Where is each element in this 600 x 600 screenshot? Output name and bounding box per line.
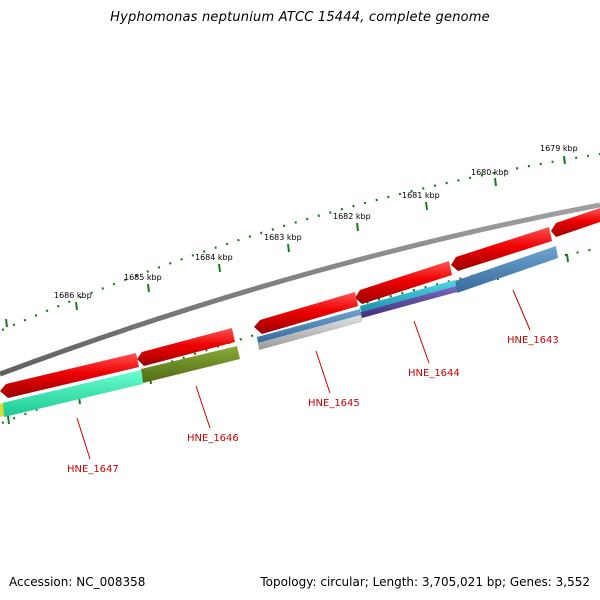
ruler-tick [75, 301, 78, 311]
genome-summary-text: Topology: circular; Length: 3,705,021 bp… [260, 575, 590, 589]
gene-labels: HNE_1643 HNE_1644 HNE_1645 HNE_1646 HNE_… [67, 335, 559, 475]
ruler-tick [5, 318, 8, 328]
ruler-label: 1679 kbp [540, 144, 578, 153]
ruler-tick [147, 283, 150, 293]
feature-bar-teal[interactable] [2, 370, 143, 417]
leader-line [76, 417, 91, 460]
genome-backbone [0, 202, 600, 377]
gene-arrow-hne-1646[interactable] [137, 328, 235, 366]
ruler-label: 1686 kbp [54, 291, 92, 300]
leader-line [512, 289, 531, 331]
leader-lines [76, 289, 531, 460]
gene-arrows [0, 208, 600, 398]
gene-arrow-hne-1645-a[interactable] [355, 261, 452, 304]
feature-bars [0, 246, 558, 417]
feature-bar-cyan[interactable] [360, 280, 456, 312]
feature-bar-olive[interactable] [141, 346, 240, 383]
ruler-label: 1683 kbp [264, 233, 302, 242]
gene-label[interactable]: HNE_1647 [67, 464, 119, 475]
ruler-labels: 1679 kbp 1680 kbp 1681 kbp 1682 kbp 1683… [54, 144, 578, 300]
leader-line [315, 350, 331, 394]
ruler-tick [566, 253, 569, 263]
ruler-tick [356, 222, 359, 232]
ruler-label: 1684 kbp [195, 253, 233, 262]
ruler-tick [494, 177, 497, 187]
ruler-label: 1681 kbp [402, 191, 440, 200]
gene-arrow-hne-1644[interactable] [451, 227, 552, 271]
feature-bar-yellow[interactable] [0, 403, 4, 417]
leader-line [195, 385, 211, 429]
gene-arrow-hne-1643[interactable] [551, 208, 600, 237]
gene-label[interactable]: HNE_1646 [187, 433, 239, 444]
ruler-tick [425, 201, 428, 211]
ruler-label: 1685 kbp [124, 273, 162, 282]
accession-text: Accession: NC_008358 [9, 575, 146, 589]
ruler-label: 1680 kbp [471, 168, 509, 177]
feature-bar-steelblue-2[interactable] [257, 309, 361, 343]
gene-arrow-hne-1647[interactable] [0, 353, 139, 398]
ruler-tick [218, 263, 221, 273]
gene-label[interactable]: HNE_1643 [507, 335, 559, 346]
ruler-tick [7, 415, 10, 425]
gene-arrow-hne-1645-b[interactable] [254, 292, 358, 334]
feature-bar-steelblue[interactable] [455, 246, 558, 293]
feature-bar-purple[interactable] [361, 286, 457, 318]
leader-line [413, 320, 430, 364]
gene-label[interactable]: HNE_1644 [408, 368, 460, 379]
ruler-label: 1682 kbp [333, 212, 371, 221]
feature-bar-gray[interactable] [258, 315, 362, 350]
ruler-tick [563, 155, 566, 165]
map-title: Hyphomonas neptunium ATCC 15444, complet… [110, 10, 490, 25]
gene-label[interactable]: HNE_1645 [308, 398, 360, 409]
ruler-tick [287, 243, 290, 253]
